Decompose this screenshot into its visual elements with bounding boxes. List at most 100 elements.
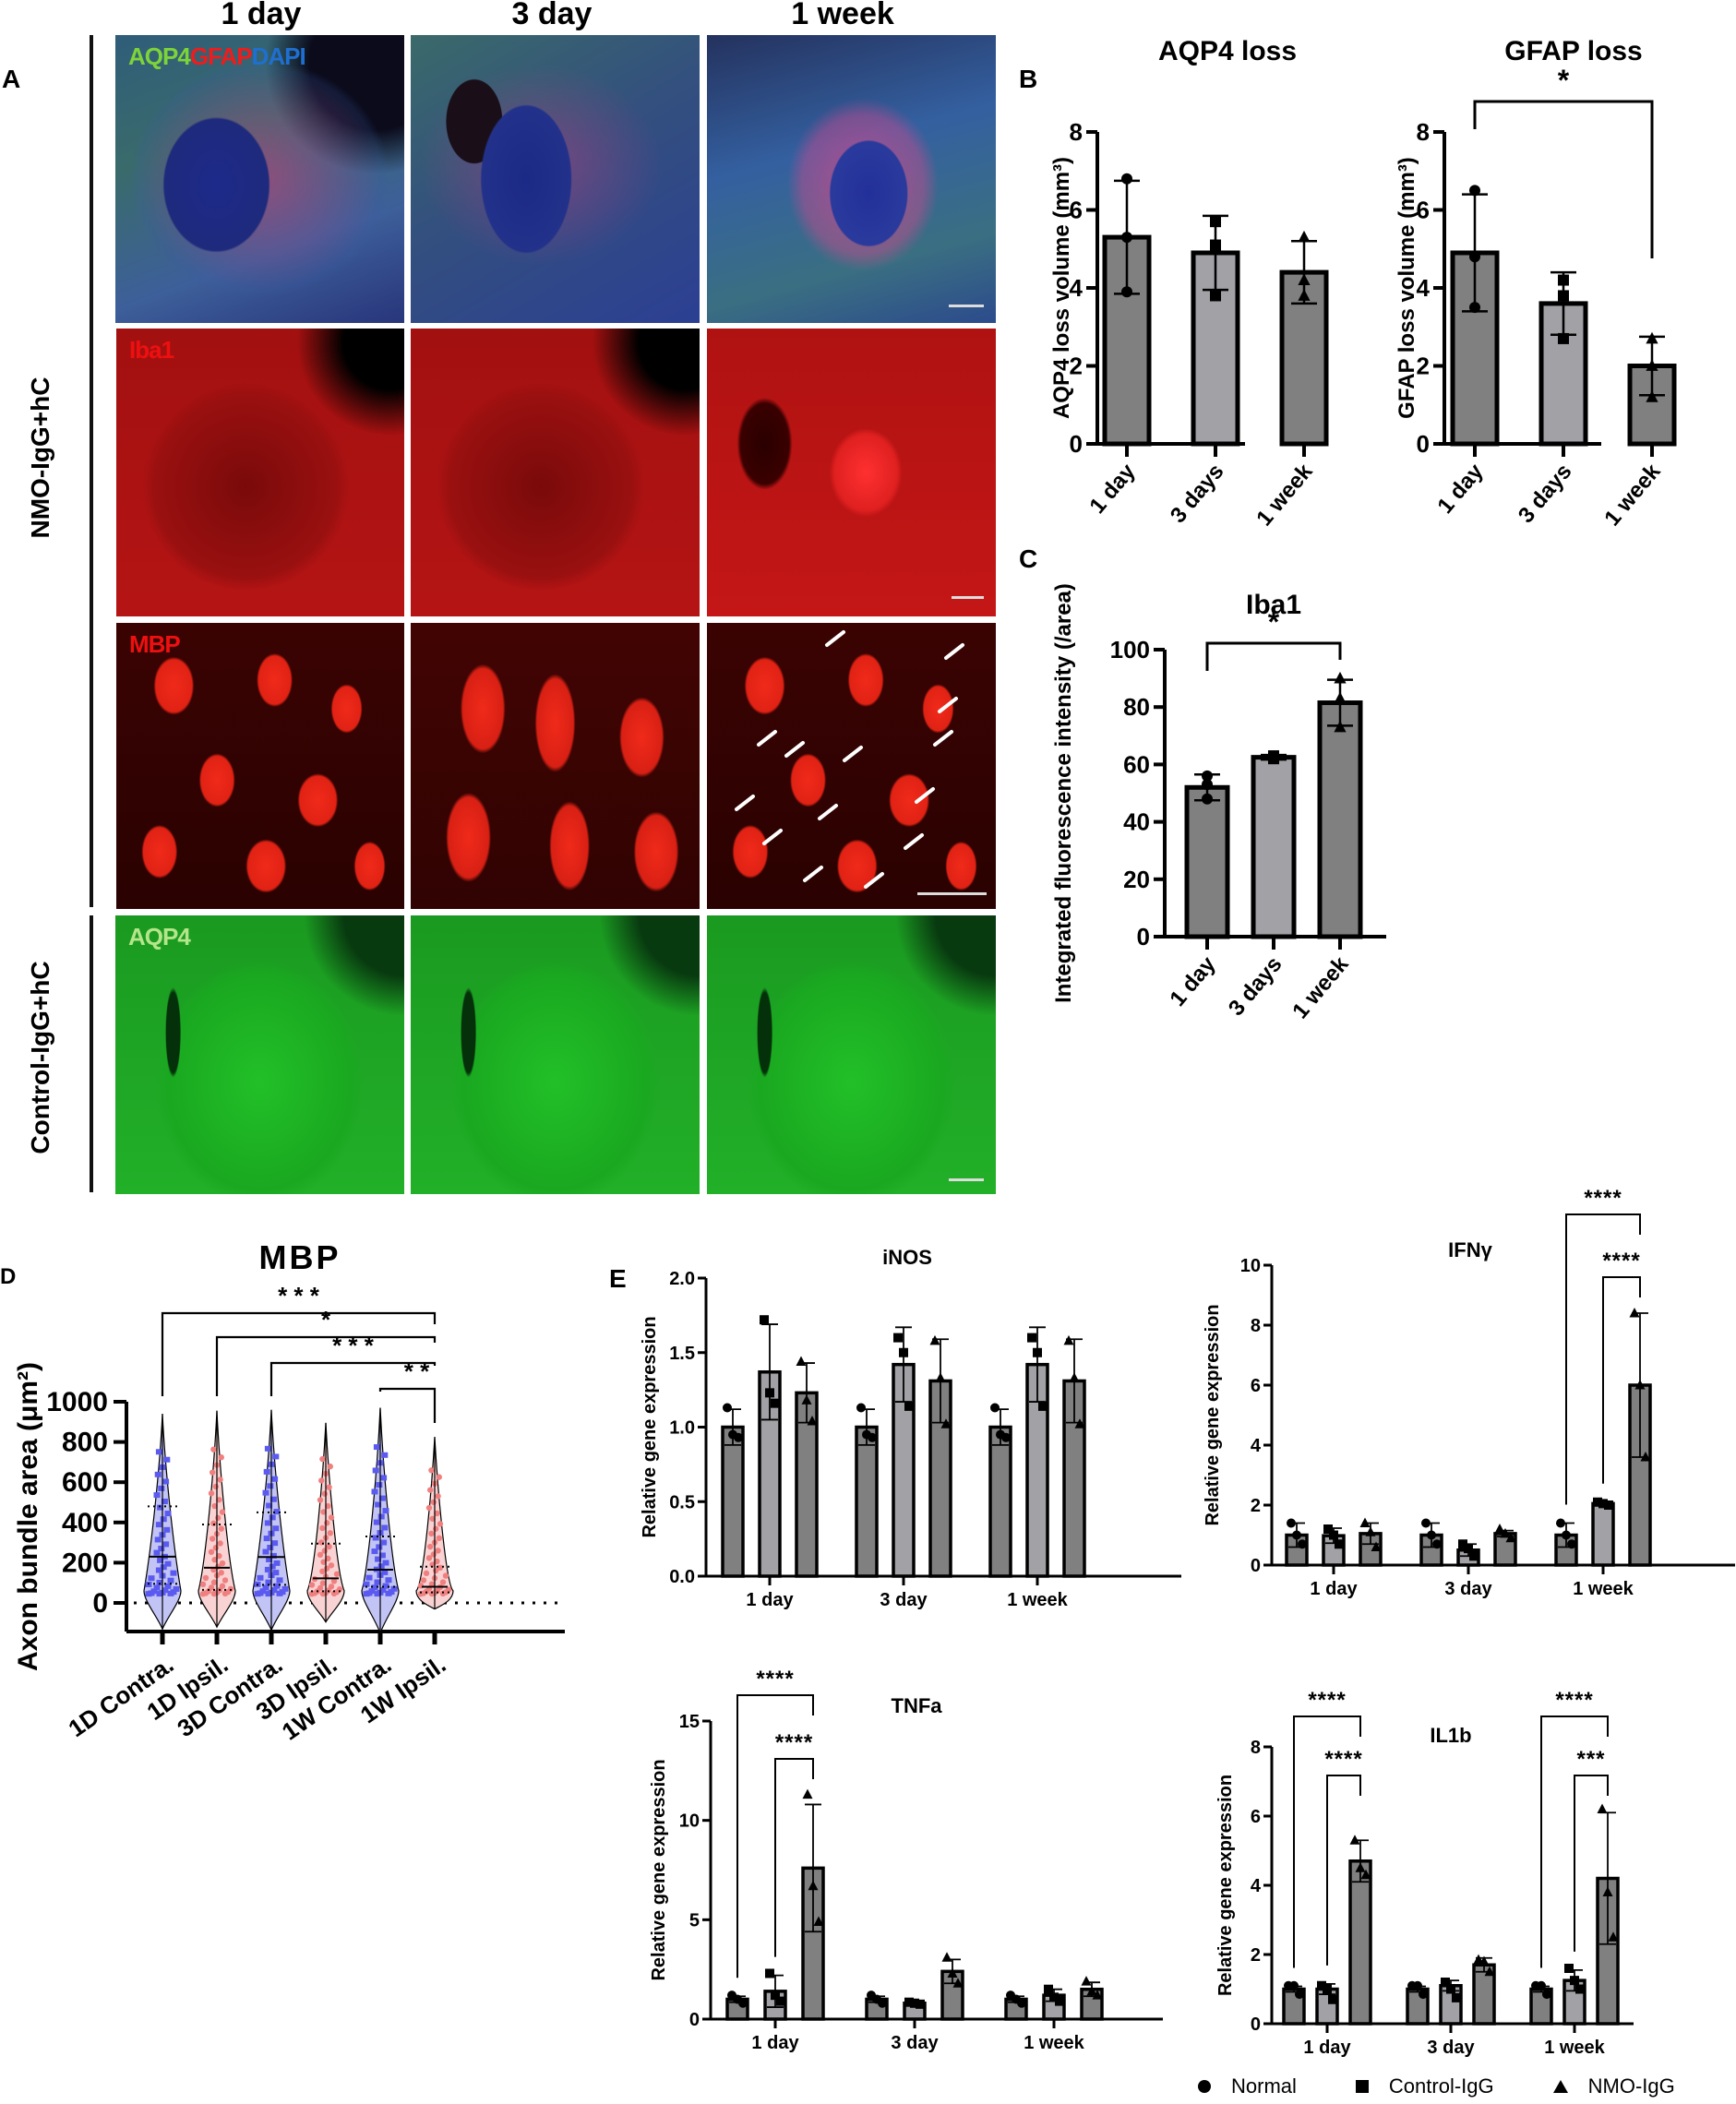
svg-text:3 days: 3 days	[1224, 952, 1287, 1022]
stain-label-mbp: MBP	[129, 630, 181, 658]
svg-text:GFAP loss: GFAP loss	[1504, 36, 1643, 66]
svg-text:2.0: 2.0	[669, 1269, 695, 1289]
svg-text:Relative gene expression: Relative gene expression	[649, 1759, 669, 1980]
svg-text:3 day: 3 day	[1427, 2038, 1475, 2058]
svg-text:*: *	[321, 1306, 331, 1333]
square-marker-icon	[1355, 2080, 1369, 2093]
scale-bar	[952, 596, 984, 599]
panel-a-letter: A	[2, 65, 21, 93]
chart-tnfa: TNFa 0 5 10 15 Relative gene expression 1 day 3…	[628, 1643, 1163, 2081]
svg-text:****: ****	[1584, 1186, 1622, 1211]
svg-text:20: 20	[1123, 866, 1150, 893]
scale-bar	[949, 1178, 984, 1181]
svg-text:4: 4	[1251, 1876, 1262, 1896]
svg-text:1 week: 1 week	[1599, 459, 1666, 531]
svg-text:10: 10	[1240, 1256, 1261, 1276]
svg-text:0.0: 0.0	[669, 1567, 695, 1587]
svg-text:8: 8	[1417, 118, 1430, 146]
panel-b-letter: B	[1019, 65, 1038, 93]
svg-text:****: ****	[775, 1730, 813, 1755]
svg-text:IL1b: IL1b	[1430, 1724, 1471, 1747]
svg-text:3 day: 3 day	[880, 1590, 928, 1610]
svg-text:1 day: 1 day	[746, 1590, 794, 1610]
svg-text:****: ****	[1602, 1249, 1640, 1273]
circle-marker-icon	[1198, 2080, 1211, 2093]
column-header-3-day: 3 day	[511, 0, 593, 31]
svg-text:5: 5	[689, 1910, 700, 1931]
stain-label-iba1: Iba1	[129, 336, 174, 364]
svg-text:3 day: 3 day	[891, 2033, 939, 2053]
triangle-marker-icon	[1552, 2080, 1568, 2093]
micrograph-aqp4-control-1-week	[707, 915, 996, 1194]
svg-text:Relative gene expression: Relative gene expression	[640, 1316, 660, 1537]
chart-mbp-violin: MBP 0 200 400 600 800 1000 Axon bundle area (μm…	[0, 1237, 572, 2104]
svg-text:Relative gene expression: Relative gene expression	[1203, 1304, 1223, 1525]
svg-text:****: ****	[1555, 1688, 1593, 1713]
svg-text:15: 15	[679, 1712, 700, 1732]
svg-text:2: 2	[1417, 353, 1430, 380]
svg-text:0: 0	[1137, 923, 1150, 950]
svg-text:6: 6	[1251, 1376, 1261, 1396]
svg-text:Axon bundle area (μm²): Axon bundle area (μm²)	[13, 1362, 43, 1671]
svg-text:8: 8	[1070, 118, 1083, 146]
svg-text:1 day: 1 day	[1432, 459, 1489, 519]
svg-text:400: 400	[62, 1508, 108, 1538]
svg-text:3 day: 3 day	[1444, 1579, 1492, 1599]
chart-iba1-intensity: Iba1 0 20 40 60 80 100 Integrated fluorescence …	[1015, 544, 1421, 1103]
svg-text:0: 0	[92, 1588, 108, 1619]
svg-text:***: ***	[1576, 1747, 1605, 1772]
panel-c-letter: C	[1019, 544, 1038, 573]
chart-aqp4-loss: AQP4 loss 0 2 4 6 8 AQP4 loss volume (mm³) 1 da…	[1015, 28, 1366, 531]
svg-text:600: 600	[62, 1467, 108, 1498]
chart-gfap-loss: GFAP loss 0 2 4 6 8 GFAP loss volume (mm³) 1 da…	[1366, 28, 1717, 531]
svg-text:1 day: 1 day	[1165, 951, 1221, 1011]
svg-text:1 day: 1 day	[1310, 1579, 1358, 1599]
svg-text:60: 60	[1123, 750, 1150, 778]
svg-text:4: 4	[1251, 1436, 1262, 1456]
row-label-nmo-igg-hc: NMO-IgG+hC	[26, 377, 54, 539]
svg-text:* *: * *	[404, 1357, 430, 1385]
chart-inos: iNOS 0.0 0.5 1.0 1.5 2.0 Relative gene express…	[609, 1227, 1181, 1610]
svg-text:iNOS: iNOS	[882, 1246, 932, 1269]
svg-text:0: 0	[1070, 430, 1083, 458]
svg-text:* * *: * * *	[332, 1332, 375, 1359]
micrograph-triple-1-day: AQP4GFAPDAPI	[115, 35, 404, 323]
svg-text:1 week: 1 week	[1007, 1590, 1068, 1610]
svg-text:GFAP loss volume (mm³): GFAP loss volume (mm³)	[1395, 157, 1419, 419]
micrograph-aqp4-control-3-day	[411, 915, 700, 1194]
svg-text:6: 6	[1251, 1807, 1261, 1827]
svg-text:1 week: 1 week	[1287, 951, 1354, 1023]
svg-text:3 days: 3 days	[1514, 460, 1577, 529]
arrow-annotations	[735, 630, 964, 889]
svg-text:3 days: 3 days	[1166, 460, 1229, 529]
svg-text:200: 200	[62, 1548, 108, 1578]
svg-text:2: 2	[1070, 353, 1083, 380]
micrograph-mbp-3-day	[411, 623, 700, 909]
svg-text:AQP4 loss volume (mm³): AQP4 loss volume (mm³)	[1049, 157, 1074, 419]
panel-d-letter: D	[0, 1264, 17, 1289]
svg-text:40: 40	[1123, 808, 1150, 836]
svg-text:TNFa: TNFa	[892, 1694, 943, 1717]
micrograph-aqp4-control-1-day: AQP4	[115, 915, 404, 1194]
chart-il1b: IL1b 0 2 4 6 8 Relative gene expression 1 day 3 …	[1181, 1643, 1735, 2081]
svg-text:*: *	[1558, 64, 1570, 97]
svg-text:Relative gene expression: Relative gene expression	[1215, 1775, 1236, 1996]
svg-text:0: 0	[1417, 430, 1430, 458]
svg-text:6: 6	[1070, 197, 1083, 224]
legend-item-normal: Normal	[1198, 2074, 1297, 2098]
svg-text:****: ****	[756, 1667, 794, 1692]
svg-text:100: 100	[1110, 636, 1150, 663]
svg-text:1 day: 1 day	[1084, 459, 1141, 519]
svg-text:* * *: * * *	[278, 1282, 320, 1309]
legend-item-control-igg: Control-IgG	[1355, 2074, 1494, 2098]
svg-text:80: 80	[1123, 693, 1150, 721]
svg-text:1 day: 1 day	[1303, 2038, 1351, 2058]
micrograph-iba1-1-day: Iba1	[116, 329, 404, 616]
svg-text:Iba1: Iba1	[1246, 590, 1301, 620]
stain-label-triple: AQP4GFAPDAPI	[128, 42, 306, 70]
legend: Normal Control-IgG NMO-IgG	[1198, 2074, 1721, 2098]
svg-text:1 week: 1 week	[1024, 2033, 1084, 2053]
svg-text:****: ****	[1324, 1747, 1362, 1772]
svg-text:Integrated fluorescence intens: Integrated fluorescence intensity (/area…	[1051, 583, 1076, 1003]
svg-text:0: 0	[1251, 1556, 1261, 1576]
